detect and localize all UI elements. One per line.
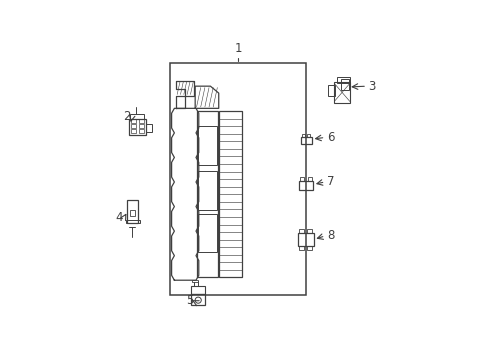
Text: 8: 8	[326, 229, 333, 242]
Bar	[138, 125, 143, 128]
Bar	[131, 120, 136, 123]
Bar	[340, 79, 348, 90]
Bar	[333, 82, 350, 103]
Bar	[192, 280, 198, 283]
Bar	[307, 246, 312, 250]
Bar	[198, 171, 216, 210]
Bar	[138, 129, 143, 133]
Bar	[299, 181, 312, 190]
Bar	[145, 124, 152, 132]
Text: 1: 1	[234, 42, 242, 55]
Bar	[300, 137, 311, 144]
Bar	[131, 125, 136, 128]
Bar	[298, 233, 313, 246]
Bar	[327, 85, 334, 96]
Bar	[300, 177, 304, 181]
Bar	[191, 294, 205, 305]
Bar	[301, 134, 305, 137]
Bar	[299, 229, 304, 233]
Text: 4: 4	[115, 211, 122, 224]
Text: 2: 2	[123, 110, 131, 123]
Bar	[191, 286, 205, 294]
Bar	[130, 114, 144, 118]
Text: 5: 5	[186, 294, 193, 307]
Text: 6: 6	[326, 131, 334, 144]
Text: 3: 3	[367, 80, 375, 93]
Text: 7: 7	[326, 175, 334, 188]
Bar	[299, 246, 304, 250]
Bar	[138, 120, 143, 123]
Bar	[307, 229, 312, 233]
Bar	[336, 77, 349, 84]
Bar	[218, 111, 242, 278]
Bar	[196, 111, 218, 278]
Bar	[306, 134, 310, 137]
Bar	[307, 177, 311, 181]
Bar	[198, 126, 216, 165]
Bar	[127, 200, 138, 223]
Bar	[128, 118, 145, 135]
Bar	[131, 129, 136, 133]
Bar	[198, 214, 216, 252]
Bar	[125, 220, 140, 223]
Bar	[170, 63, 305, 296]
Bar	[130, 210, 135, 216]
